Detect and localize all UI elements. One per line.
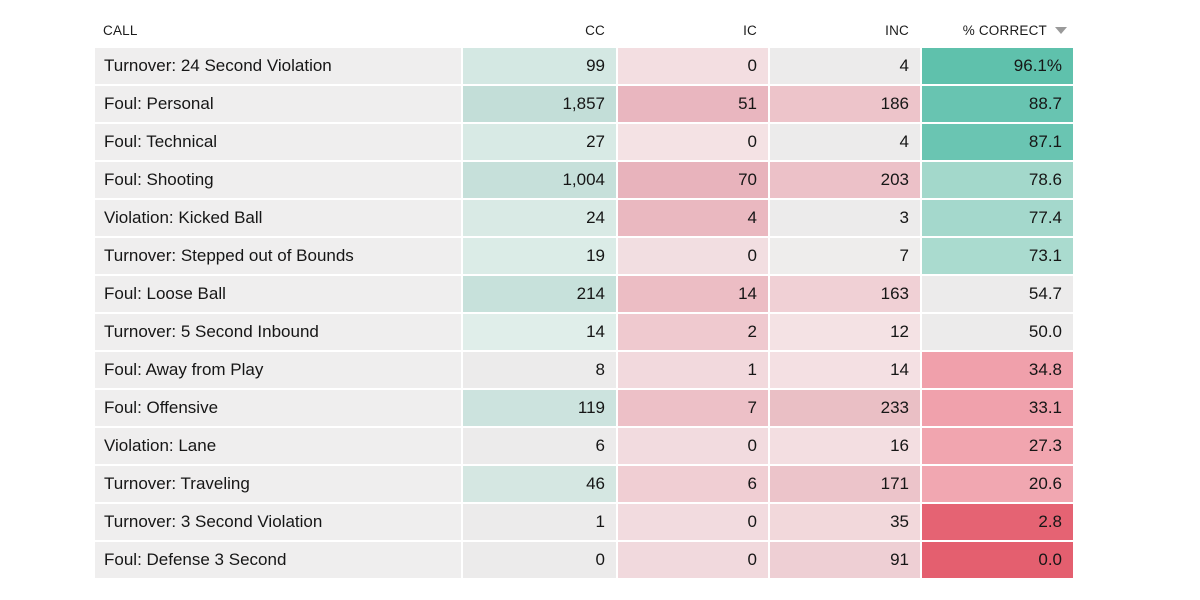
cc-value-cell: 27 [463, 124, 616, 160]
table-row: Foul: Defense 3 Second 0 0 91 0.0 [95, 542, 1074, 578]
call-label-cell: Foul: Loose Ball [95, 276, 461, 312]
inc-value-cell: 35 [770, 504, 920, 540]
table-body: Turnover: 24 Second Violation 99 0 4 96.… [95, 48, 1074, 578]
table-row: Foul: Away from Play 8 1 14 34.8 [95, 352, 1074, 388]
call-accuracy-table: CALL CC IC INC % CORRECT Turnover: 24 Se… [95, 14, 1074, 580]
pct-correct-value-cell: 0.0 [922, 542, 1073, 578]
inc-value-cell: 233 [770, 390, 920, 426]
pct-correct-value-cell: 54.7 [922, 276, 1073, 312]
ic-value-cell: 0 [618, 48, 768, 84]
table-row: Foul: Shooting 1,004 70 203 78.6 [95, 162, 1074, 198]
ic-value-cell: 7 [618, 390, 768, 426]
ic-value-cell: 4 [618, 200, 768, 236]
table-row: Turnover: 5 Second Inbound 14 2 12 50.0 [95, 314, 1074, 350]
call-label-cell: Foul: Personal [95, 86, 461, 122]
cc-value-cell: 46 [463, 466, 616, 502]
ic-value-cell: 51 [618, 86, 768, 122]
cc-value-cell: 214 [463, 276, 616, 312]
column-header-pct-correct[interactable]: % CORRECT [922, 14, 1073, 47]
inc-value-cell: 16 [770, 428, 920, 464]
table-row: Turnover: Traveling 46 6 171 20.6 [95, 466, 1074, 502]
inc-value-cell: 3 [770, 200, 920, 236]
table-row: Foul: Technical 27 0 4 87.1 [95, 124, 1074, 160]
call-label-cell: Foul: Technical [95, 124, 461, 160]
pct-correct-value-cell: 33.1 [922, 390, 1073, 426]
pct-correct-value-cell: 87.1 [922, 124, 1073, 160]
ic-value-cell: 1 [618, 352, 768, 388]
cc-value-cell: 24 [463, 200, 616, 236]
inc-value-cell: 203 [770, 162, 920, 198]
ic-value-cell: 2 [618, 314, 768, 350]
cc-value-cell: 99 [463, 48, 616, 84]
inc-value-cell: 4 [770, 48, 920, 84]
call-label-cell: Foul: Away from Play [95, 352, 461, 388]
pct-correct-value-cell: 96.1% [922, 48, 1073, 84]
cc-value-cell: 1,857 [463, 86, 616, 122]
ic-value-cell: 0 [618, 428, 768, 464]
cc-value-cell: 119 [463, 390, 616, 426]
cc-value-cell: 1 [463, 504, 616, 540]
ic-value-cell: 6 [618, 466, 768, 502]
inc-value-cell: 4 [770, 124, 920, 160]
column-header-cc[interactable]: CC [463, 14, 616, 47]
call-label-cell: Foul: Shooting [95, 162, 461, 198]
table-row: Turnover: Stepped out of Bounds 19 0 7 7… [95, 238, 1074, 274]
cc-value-cell: 6 [463, 428, 616, 464]
call-label-cell: Turnover: 3 Second Violation [95, 504, 461, 540]
call-label-cell: Turnover: Traveling [95, 466, 461, 502]
ic-value-cell: 0 [618, 542, 768, 578]
call-label-cell: Turnover: Stepped out of Bounds [95, 238, 461, 274]
column-header-call[interactable]: CALL [95, 14, 461, 47]
pct-correct-value-cell: 2.8 [922, 504, 1073, 540]
pct-correct-value-cell: 77.4 [922, 200, 1073, 236]
column-header-ic-label: IC [743, 23, 757, 38]
table-row: Foul: Personal 1,857 51 186 88.7 [95, 86, 1074, 122]
pct-correct-value-cell: 50.0 [922, 314, 1073, 350]
call-label-cell: Violation: Lane [95, 428, 461, 464]
table-row: Violation: Kicked Ball 24 4 3 77.4 [95, 200, 1074, 236]
inc-value-cell: 7 [770, 238, 920, 274]
table-row: Foul: Offensive 119 7 233 33.1 [95, 390, 1074, 426]
column-header-ic[interactable]: IC [618, 14, 768, 47]
inc-value-cell: 12 [770, 314, 920, 350]
pct-correct-value-cell: 27.3 [922, 428, 1073, 464]
call-label-cell: Foul: Defense 3 Second [95, 542, 461, 578]
column-header-pct-correct-label: % CORRECT [962, 23, 1047, 38]
call-label-cell: Turnover: 24 Second Violation [95, 48, 461, 84]
inc-value-cell: 171 [770, 466, 920, 502]
table-header-row: CALL CC IC INC % CORRECT [95, 14, 1074, 47]
cc-value-cell: 1,004 [463, 162, 616, 198]
pct-correct-value-cell: 88.7 [922, 86, 1073, 122]
column-header-inc-label: INC [885, 23, 909, 38]
inc-value-cell: 186 [770, 86, 920, 122]
column-header-inc[interactable]: INC [770, 14, 920, 47]
cc-value-cell: 19 [463, 238, 616, 274]
pct-correct-value-cell: 20.6 [922, 466, 1073, 502]
pct-correct-value-cell: 78.6 [922, 162, 1073, 198]
table-row: Turnover: 24 Second Violation 99 0 4 96.… [95, 48, 1074, 84]
inc-value-cell: 14 [770, 352, 920, 388]
ic-value-cell: 0 [618, 238, 768, 274]
table-row: Violation: Lane 6 0 16 27.3 [95, 428, 1074, 464]
inc-value-cell: 91 [770, 542, 920, 578]
ic-value-cell: 70 [618, 162, 768, 198]
column-header-cc-label: CC [585, 23, 605, 38]
cc-value-cell: 14 [463, 314, 616, 350]
call-label-cell: Turnover: 5 Second Inbound [95, 314, 461, 350]
sort-descending-icon[interactable] [1055, 27, 1067, 34]
cc-value-cell: 8 [463, 352, 616, 388]
call-label-cell: Foul: Offensive [95, 390, 461, 426]
ic-value-cell: 0 [618, 504, 768, 540]
ic-value-cell: 0 [618, 124, 768, 160]
column-header-call-label: CALL [103, 23, 138, 38]
inc-value-cell: 163 [770, 276, 920, 312]
call-label-cell: Violation: Kicked Ball [95, 200, 461, 236]
pct-correct-value-cell: 34.8 [922, 352, 1073, 388]
table-row: Foul: Loose Ball 214 14 163 54.7 [95, 276, 1074, 312]
ic-value-cell: 14 [618, 276, 768, 312]
table-row: Turnover: 3 Second Violation 1 0 35 2.8 [95, 504, 1074, 540]
cc-value-cell: 0 [463, 542, 616, 578]
pct-correct-value-cell: 73.1 [922, 238, 1073, 274]
